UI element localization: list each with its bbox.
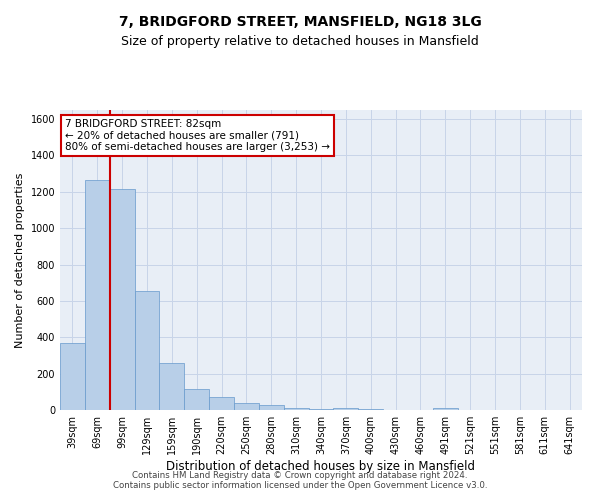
Text: Size of property relative to detached houses in Mansfield: Size of property relative to detached ho… xyxy=(121,35,479,48)
Text: Contains HM Land Registry data © Crown copyright and database right 2024.
Contai: Contains HM Land Registry data © Crown c… xyxy=(113,470,487,490)
Bar xyxy=(184,389,209,410)
Bar xyxy=(308,409,334,410)
Y-axis label: Number of detached properties: Number of detached properties xyxy=(15,172,25,348)
Bar xyxy=(85,180,110,410)
Bar xyxy=(433,408,458,410)
Bar xyxy=(160,362,184,410)
Bar xyxy=(259,405,284,410)
Bar xyxy=(134,291,160,410)
Bar xyxy=(358,409,383,410)
Bar xyxy=(234,402,259,410)
Bar xyxy=(284,408,308,410)
Text: 7 BRIDGFORD STREET: 82sqm
← 20% of detached houses are smaller (791)
80% of semi: 7 BRIDGFORD STREET: 82sqm ← 20% of detac… xyxy=(65,119,330,152)
X-axis label: Distribution of detached houses by size in Mansfield: Distribution of detached houses by size … xyxy=(167,460,476,473)
Bar xyxy=(334,408,358,410)
Bar xyxy=(110,189,134,410)
Bar xyxy=(209,398,234,410)
Text: 7, BRIDGFORD STREET, MANSFIELD, NG18 3LG: 7, BRIDGFORD STREET, MANSFIELD, NG18 3LG xyxy=(119,15,481,29)
Bar xyxy=(60,342,85,410)
